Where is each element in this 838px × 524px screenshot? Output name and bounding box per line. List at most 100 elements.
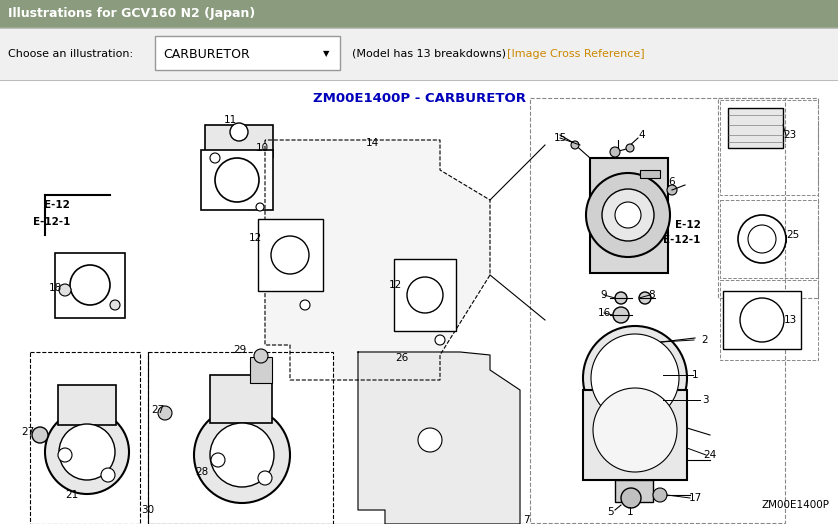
Text: ZM00E1400P: ZM00E1400P (762, 500, 830, 510)
Bar (530, 98, 785, 523)
Bar (0, 28, 838, 80)
Text: 9: 9 (601, 290, 608, 300)
Circle shape (571, 141, 579, 149)
Bar (205, 125, 273, 157)
Bar (720, 100, 818, 195)
Bar (155, 36, 340, 70)
Text: E-12: E-12 (44, 200, 70, 210)
Text: Choose an illustration:: Choose an illustration: (8, 49, 133, 59)
Circle shape (583, 326, 687, 430)
Text: 7: 7 (523, 515, 530, 524)
Text: 2: 2 (701, 335, 708, 345)
Text: 15: 15 (553, 133, 566, 143)
Polygon shape (265, 140, 490, 380)
Bar (0, 0, 838, 28)
Circle shape (101, 468, 115, 482)
Text: 29: 29 (233, 345, 246, 355)
Text: 30: 30 (142, 505, 154, 515)
Bar (210, 375, 272, 423)
Text: 14: 14 (365, 138, 379, 148)
Text: Illustrations for GCV160 N2 (Japan): Illustrations for GCV160 N2 (Japan) (8, 7, 256, 20)
Text: 26: 26 (396, 353, 409, 363)
Circle shape (256, 203, 264, 211)
Text: 16: 16 (597, 308, 611, 318)
Circle shape (210, 423, 274, 487)
Circle shape (615, 202, 641, 228)
Bar (55, 253, 125, 318)
Text: 21: 21 (65, 490, 79, 500)
Text: 13: 13 (784, 315, 797, 325)
Circle shape (586, 173, 670, 257)
Text: [Image Cross Reference]: [Image Cross Reference] (507, 49, 644, 59)
Circle shape (435, 335, 445, 345)
Circle shape (748, 225, 776, 253)
Circle shape (59, 424, 115, 480)
Circle shape (45, 410, 129, 494)
Circle shape (615, 292, 627, 304)
Text: 27: 27 (22, 427, 34, 437)
Bar (720, 280, 818, 360)
Circle shape (593, 388, 677, 472)
Text: 1: 1 (691, 370, 698, 380)
Circle shape (254, 349, 268, 363)
Circle shape (613, 307, 629, 323)
Text: 17: 17 (688, 493, 701, 503)
Text: 6: 6 (669, 177, 675, 187)
Bar (640, 170, 660, 178)
Text: 23: 23 (784, 130, 797, 140)
Text: 4: 4 (639, 130, 645, 140)
Circle shape (70, 265, 110, 305)
Text: 11: 11 (224, 115, 236, 125)
Bar (720, 200, 818, 278)
Circle shape (418, 428, 442, 452)
Bar (250, 357, 272, 383)
Text: E-12: E-12 (675, 220, 701, 230)
Text: 1: 1 (627, 507, 634, 517)
Text: 5: 5 (607, 507, 613, 517)
Text: E-12-1: E-12-1 (34, 217, 70, 227)
Circle shape (59, 284, 71, 296)
Text: 18: 18 (49, 283, 62, 293)
Polygon shape (358, 352, 520, 524)
Text: (Model has 13 breakdowns): (Model has 13 breakdowns) (352, 49, 506, 59)
Circle shape (667, 185, 677, 195)
Text: 28: 28 (195, 467, 209, 477)
Circle shape (407, 277, 443, 313)
Circle shape (58, 448, 72, 462)
Bar (718, 98, 818, 298)
Bar (58, 385, 116, 425)
Bar (257, 219, 323, 291)
Circle shape (738, 215, 786, 263)
Text: ▼: ▼ (323, 49, 329, 59)
Circle shape (215, 158, 259, 202)
Text: 27: 27 (152, 405, 164, 415)
Bar (583, 390, 687, 480)
Text: CARBURETOR: CARBURETOR (163, 48, 250, 60)
Bar (394, 259, 456, 331)
Bar (30, 352, 140, 524)
Text: 8: 8 (649, 290, 655, 300)
Bar (615, 480, 653, 502)
Circle shape (158, 406, 172, 420)
Circle shape (32, 427, 48, 443)
Text: 12: 12 (388, 280, 401, 290)
Text: ZM00E1400P - CARBURETOR: ZM00E1400P - CARBURETOR (313, 92, 525, 104)
Bar (201, 150, 273, 210)
Text: 24: 24 (703, 450, 716, 460)
Circle shape (300, 300, 310, 310)
Circle shape (271, 236, 309, 274)
Bar (148, 352, 333, 524)
Text: 12: 12 (248, 233, 261, 243)
Circle shape (591, 334, 679, 422)
Text: 10: 10 (256, 143, 268, 153)
Circle shape (653, 488, 667, 502)
Bar (728, 108, 783, 148)
Circle shape (740, 298, 784, 342)
Circle shape (110, 300, 120, 310)
Text: E-12-1: E-12-1 (664, 235, 701, 245)
Bar (626, 338, 661, 360)
Bar (723, 291, 801, 349)
Circle shape (626, 144, 634, 152)
Bar (590, 158, 668, 273)
Circle shape (211, 453, 225, 467)
